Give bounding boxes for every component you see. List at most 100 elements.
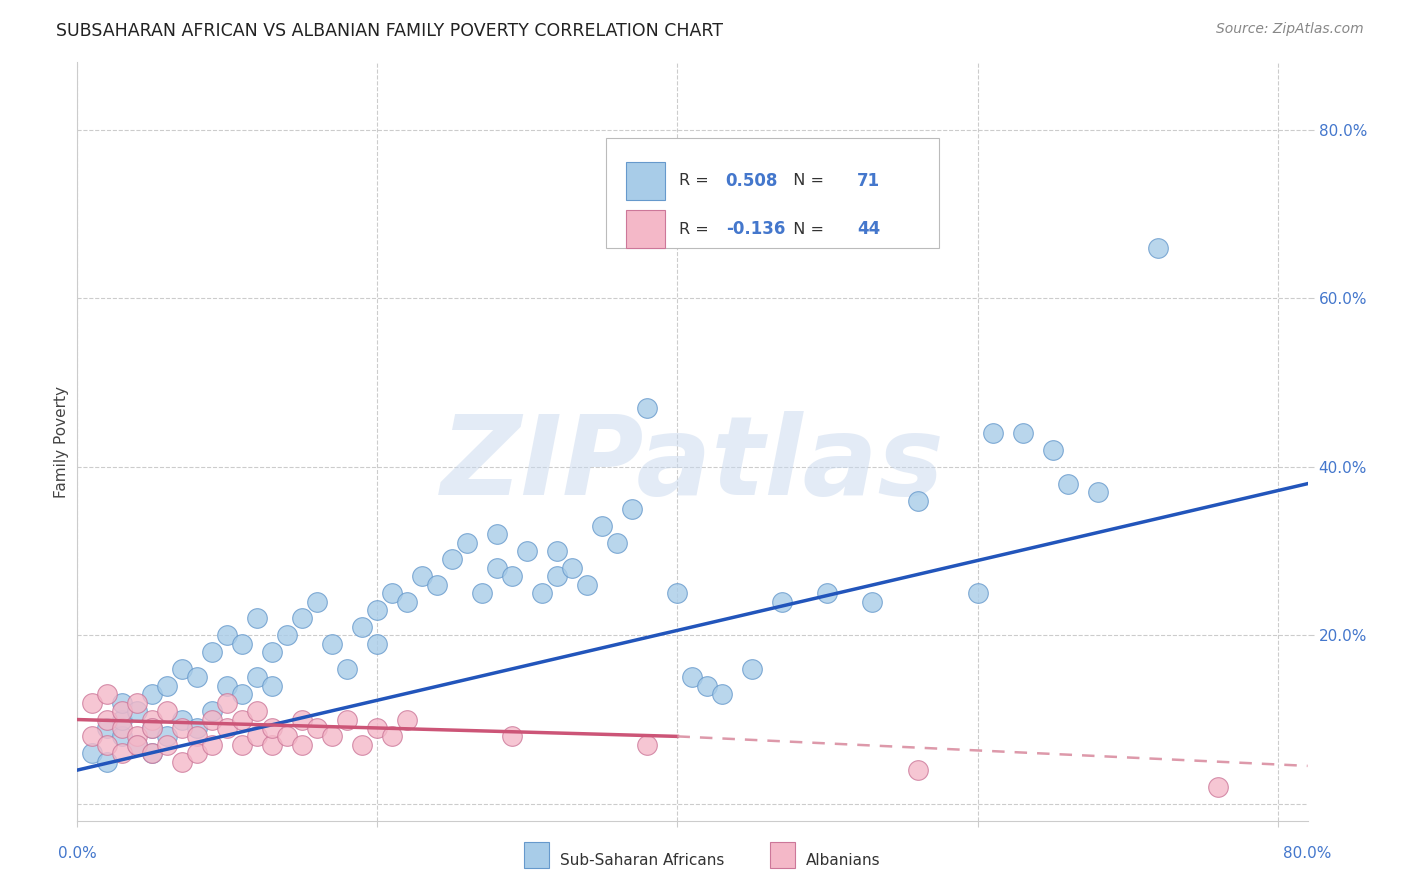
Point: [217, 721, 239, 735]
Point: [231, 713, 253, 727]
Point: [156, 730, 179, 744]
Point: [231, 687, 253, 701]
Point: [381, 730, 404, 744]
Text: 0.0%: 0.0%: [58, 846, 97, 861]
Point: [141, 721, 163, 735]
Point: [501, 569, 523, 583]
Point: [156, 738, 179, 752]
Point: [246, 670, 269, 684]
Point: [1011, 426, 1033, 441]
Point: [1206, 780, 1229, 794]
Point: [186, 746, 208, 760]
Point: [486, 561, 509, 575]
Point: [111, 746, 134, 760]
Point: [321, 730, 343, 744]
Point: [772, 594, 794, 608]
Point: [291, 611, 314, 625]
Point: [82, 730, 104, 744]
Point: [217, 628, 239, 642]
Point: [111, 704, 134, 718]
Point: [172, 721, 194, 735]
Point: [276, 730, 298, 744]
Point: [82, 746, 104, 760]
Point: [141, 746, 163, 760]
Point: [621, 502, 644, 516]
Point: [561, 561, 583, 575]
Point: [127, 730, 149, 744]
Point: [262, 679, 284, 693]
Point: [217, 696, 239, 710]
Point: [981, 426, 1004, 441]
FancyBboxPatch shape: [626, 162, 665, 200]
Point: [486, 527, 509, 541]
Point: [156, 704, 179, 718]
Point: [141, 713, 163, 727]
Point: [201, 738, 224, 752]
Point: [366, 637, 388, 651]
Point: [111, 730, 134, 744]
Text: Sub-Saharan Africans: Sub-Saharan Africans: [561, 854, 724, 868]
Text: 44: 44: [858, 220, 880, 238]
FancyBboxPatch shape: [626, 211, 665, 248]
Point: [291, 738, 314, 752]
Point: [471, 586, 494, 600]
Point: [201, 704, 224, 718]
Point: [141, 687, 163, 701]
Point: [96, 738, 118, 752]
Point: [966, 586, 988, 600]
Point: [1056, 476, 1078, 491]
Text: R =: R =: [679, 173, 714, 188]
Point: [246, 704, 269, 718]
Point: [262, 738, 284, 752]
Point: [127, 696, 149, 710]
Point: [1087, 485, 1109, 500]
Point: [307, 721, 329, 735]
Point: [141, 721, 163, 735]
Point: [291, 713, 314, 727]
Text: Albanians: Albanians: [807, 854, 882, 868]
Point: [591, 518, 613, 533]
Point: [111, 721, 134, 735]
Point: [217, 679, 239, 693]
Point: [231, 637, 253, 651]
Point: [456, 535, 478, 549]
Point: [741, 662, 763, 676]
Point: [96, 713, 118, 727]
Point: [156, 679, 179, 693]
Point: [636, 401, 658, 415]
Point: [546, 544, 568, 558]
Point: [817, 586, 839, 600]
Point: [682, 670, 704, 684]
Point: [321, 637, 343, 651]
Point: [201, 645, 224, 659]
Point: [352, 620, 374, 634]
Point: [546, 569, 568, 583]
Point: [666, 586, 689, 600]
Point: [262, 721, 284, 735]
Point: [1042, 442, 1064, 457]
Point: [246, 611, 269, 625]
Point: [111, 713, 134, 727]
Point: [366, 603, 388, 617]
Text: R =: R =: [679, 221, 714, 236]
Text: -0.136: -0.136: [725, 220, 785, 238]
Point: [711, 687, 734, 701]
Point: [501, 730, 523, 744]
Point: [141, 746, 163, 760]
Point: [276, 628, 298, 642]
Point: [576, 578, 599, 592]
Point: [172, 662, 194, 676]
Text: SUBSAHARAN AFRICAN VS ALBANIAN FAMILY POVERTY CORRELATION CHART: SUBSAHARAN AFRICAN VS ALBANIAN FAMILY PO…: [56, 22, 723, 40]
Point: [606, 535, 628, 549]
Text: 80.0%: 80.0%: [1284, 846, 1331, 861]
Point: [441, 552, 464, 566]
Point: [307, 594, 329, 608]
Y-axis label: Family Poverty: Family Poverty: [53, 385, 69, 498]
Text: 0.508: 0.508: [725, 172, 778, 190]
Point: [336, 662, 359, 676]
Point: [96, 755, 118, 769]
Point: [396, 713, 419, 727]
Point: [96, 687, 118, 701]
Point: [262, 645, 284, 659]
Point: [172, 713, 194, 727]
